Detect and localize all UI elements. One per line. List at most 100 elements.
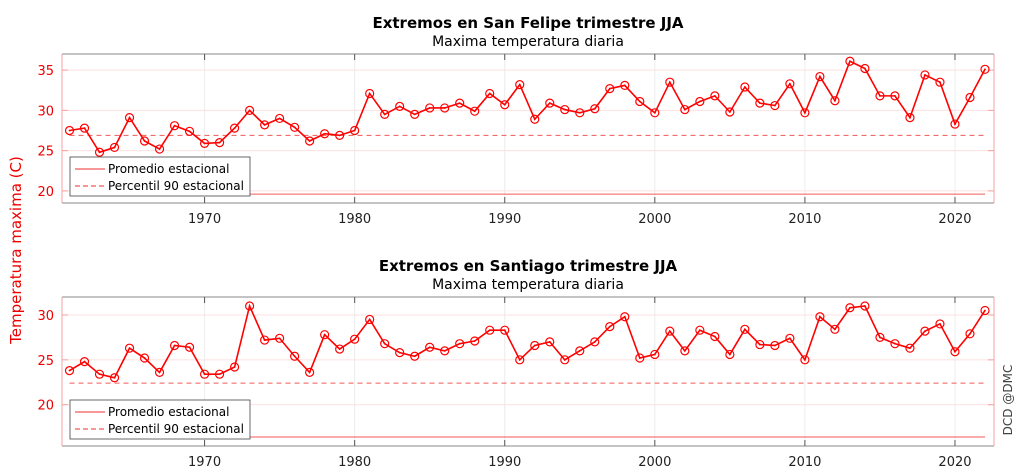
data-point [575,108,585,118]
data-point [965,92,975,103]
legend-box [69,399,251,440]
data-point [770,340,780,351]
data-point [199,138,210,148]
data-point [124,113,135,123]
data-point-center [713,94,716,97]
data-point [275,333,285,343]
data-point [455,339,465,349]
credit-label: DCD @DMC [1001,365,1015,436]
data-point [860,63,870,74]
legend: Promedio estacional Percentil 90 estacion… [69,156,251,197]
data-point [650,108,660,118]
data-point [530,340,540,351]
data-point-center [308,140,311,142]
data-point [695,325,705,335]
chart-panel-1: 1970 1980 1990 2000 2010 202020253035Promedio… [37,14,995,227]
legend-label-percentil: Percentil 90 estacional [108,179,244,193]
data-point-center [248,109,251,112]
data-point-center [788,337,791,340]
data-point-center [473,340,476,342]
data-point-center [924,74,926,76]
legend-label-promedio: Promedio estacional [108,162,229,176]
data-point [470,336,480,346]
data-point-center [954,350,956,353]
data-point [335,344,345,354]
data-point-center [653,353,656,356]
data-point [245,105,255,115]
data-point [154,144,165,154]
data-point-center [188,130,191,133]
data-point [935,77,945,87]
data-point [680,346,690,356]
x-tick-label: 2010 [788,455,821,470]
data-point [425,342,435,352]
data-point-center [849,306,851,309]
data-point-center [293,126,296,129]
data-point-center [188,346,191,349]
data-point [800,355,810,365]
data-point-center [638,357,641,359]
data-point-center [443,107,446,109]
data-point-center [803,111,806,114]
data-point-center [233,366,236,368]
data-point-center [683,349,686,352]
data-point [500,325,510,335]
data-point-center [83,127,86,129]
data-point-center [323,333,326,336]
data-point [755,98,765,108]
legend-label-percentil: Percentil 90 estacional [108,422,244,436]
data-point [965,329,975,339]
data-point [680,104,690,115]
legend-label-promedio: Promedio estacional [108,405,229,419]
data-point [485,325,495,335]
data-point-center [368,92,371,95]
data-point [485,88,495,99]
data-point [94,369,105,379]
data-point-center [533,118,536,121]
x-tick-label: 2000 [638,212,671,227]
data-point-center [849,60,851,63]
chart-subtitle: Maxima temperatura diaria [432,34,624,50]
data-point-center [218,373,221,376]
data-point [905,343,915,353]
data-point-center [773,104,776,107]
data-point [950,347,960,357]
data-point-center [323,132,326,135]
data-point-center [113,376,116,379]
data-point-center [563,358,566,361]
data-point [305,367,315,377]
data-point [245,301,255,311]
legend: Promedio estacional Percentil 90 estacion… [69,399,251,440]
data-point [770,100,780,111]
data-point [350,125,360,136]
data-point-center [443,349,446,352]
data-point-center [969,96,971,99]
data-point-center [128,116,131,119]
data-point [545,98,555,108]
data-point [139,353,150,363]
data-point [260,335,270,345]
data-point [935,319,945,329]
data-point [94,147,105,157]
data-point [320,330,330,340]
data-point [64,125,75,136]
data-point-center [203,142,206,145]
data-point [650,349,660,360]
legend-box [69,156,251,197]
x-tick-label: 1980 [338,455,371,470]
data-point-center [338,348,341,350]
data-point-center [954,123,956,125]
data-point-center [173,124,176,127]
data-point-center [218,141,221,144]
data-point [590,104,600,114]
data-point [169,121,180,131]
data-point-center [593,107,596,110]
data-point [290,122,300,132]
data-point [395,348,405,358]
data-point-center [233,127,236,129]
data-point-center [563,108,566,111]
x-tick-label: 2020 [938,212,971,227]
data-point-center [728,353,731,356]
data-point [500,100,510,110]
